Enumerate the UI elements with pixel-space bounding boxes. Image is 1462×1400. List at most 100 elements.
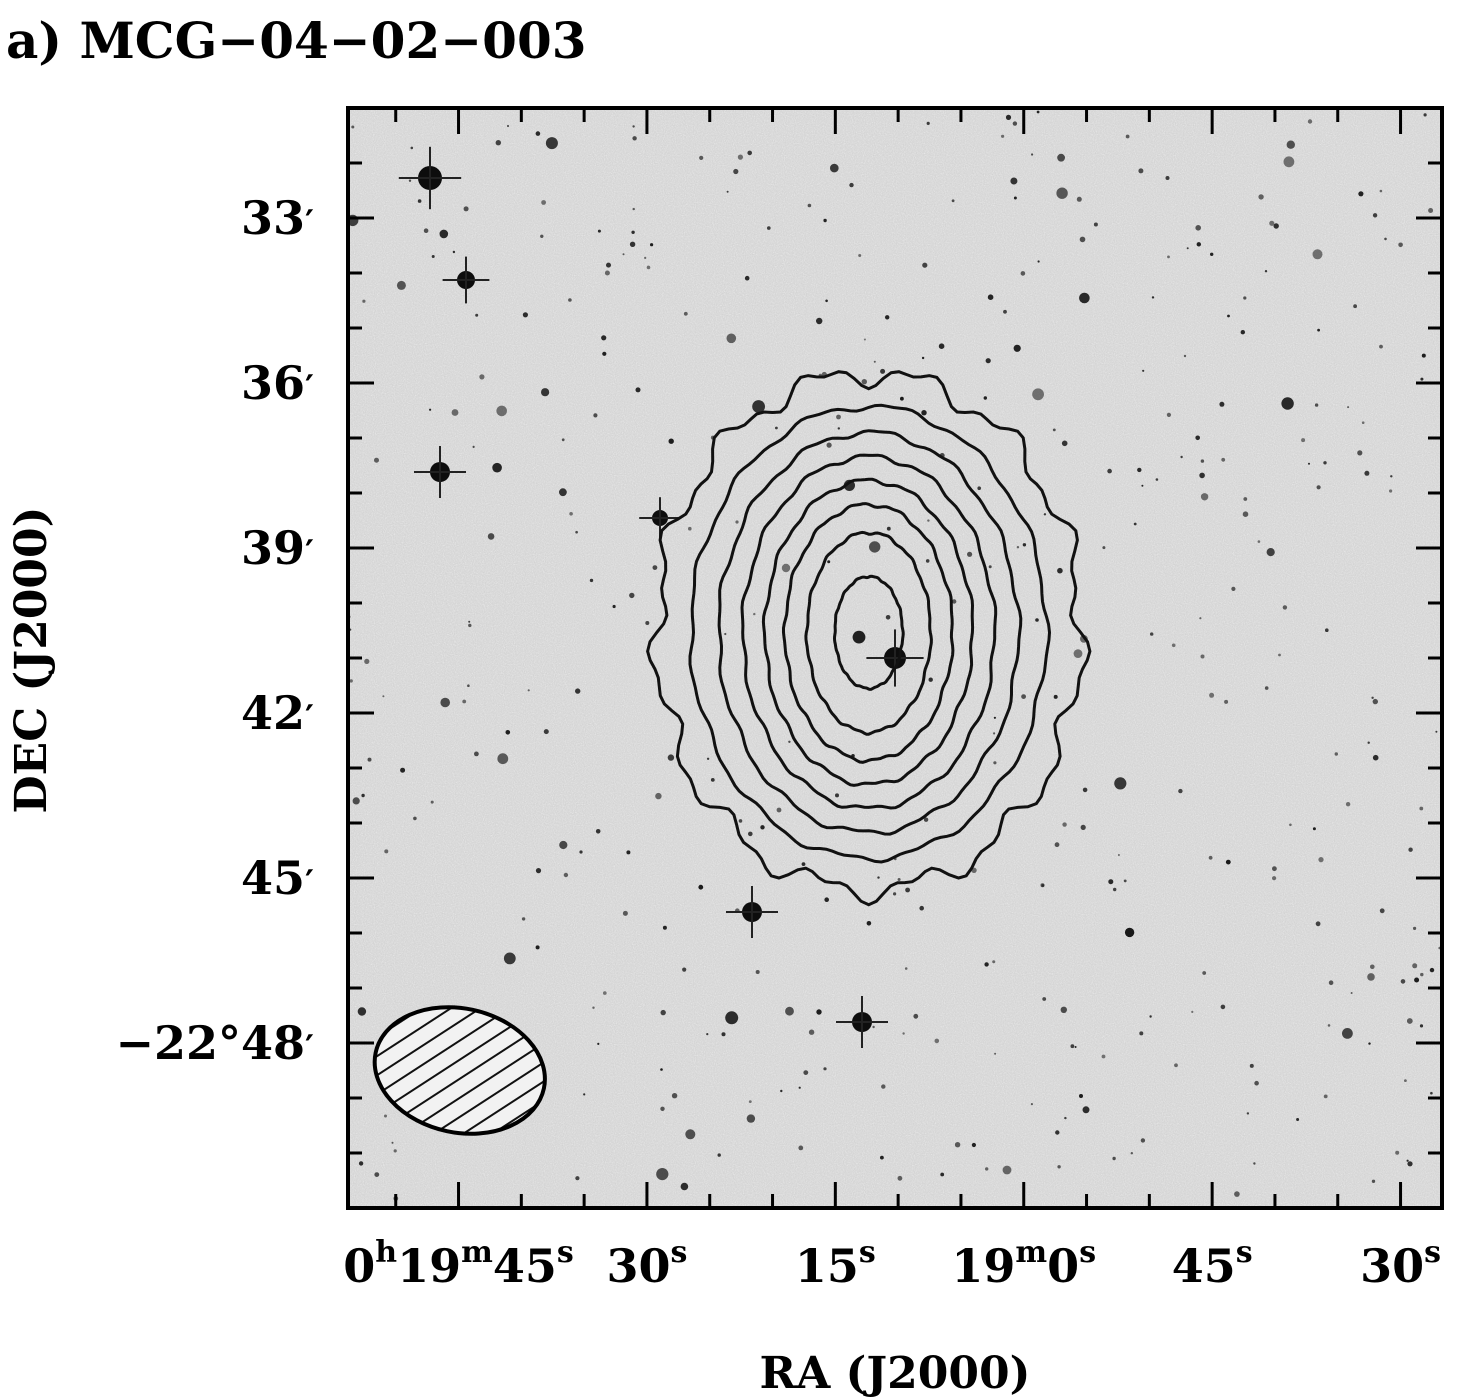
star — [1264, 270, 1268, 273]
star — [429, 408, 432, 411]
star — [1114, 777, 1127, 790]
star — [747, 150, 752, 156]
star — [873, 360, 876, 363]
star — [1020, 271, 1026, 276]
star — [1061, 440, 1068, 447]
star — [706, 757, 710, 760]
star — [721, 1032, 726, 1037]
star — [430, 800, 434, 804]
star — [1221, 457, 1226, 462]
star — [527, 689, 530, 692]
y-tick-labels: 33′ 36′ 39′ 42′ 45′ −22°48′ — [115, 191, 314, 1070]
star — [1142, 369, 1145, 372]
star — [563, 872, 569, 878]
star — [1150, 632, 1154, 636]
star — [934, 1038, 940, 1044]
star — [748, 831, 753, 837]
star — [1082, 787, 1088, 793]
star — [667, 754, 675, 761]
x-tick-label: 0h19m45s — [343, 1235, 573, 1293]
star — [1225, 859, 1231, 865]
star — [1334, 752, 1339, 756]
star — [698, 884, 704, 890]
star — [1165, 176, 1170, 180]
star — [928, 677, 933, 682]
star — [785, 1006, 794, 1016]
star — [668, 438, 674, 444]
star — [357, 1007, 367, 1016]
star — [1130, 1152, 1134, 1155]
star — [597, 1042, 600, 1045]
star — [1420, 972, 1424, 977]
star — [1289, 823, 1292, 827]
star — [1209, 692, 1215, 698]
star — [1062, 822, 1067, 827]
star — [626, 850, 631, 855]
star — [1347, 406, 1350, 409]
star — [1043, 513, 1047, 516]
star — [872, 1025, 875, 1029]
star — [1407, 1161, 1413, 1167]
star — [652, 565, 658, 570]
star — [1202, 971, 1207, 975]
star — [1323, 1094, 1328, 1099]
star — [780, 1089, 783, 1093]
star — [1113, 887, 1117, 892]
star — [468, 623, 472, 628]
star — [535, 131, 541, 136]
star — [1022, 543, 1027, 547]
star — [1406, 1018, 1413, 1024]
star — [823, 218, 827, 223]
star — [1057, 1165, 1061, 1169]
star — [1137, 467, 1142, 473]
contour-level — [761, 477, 975, 787]
star — [1219, 401, 1225, 407]
star — [1112, 1156, 1116, 1161]
star — [1421, 353, 1426, 358]
star — [994, 1052, 997, 1055]
star — [824, 897, 829, 902]
star — [367, 757, 372, 762]
star — [1016, 546, 1020, 549]
star — [1413, 926, 1417, 931]
star — [382, 695, 385, 698]
star — [927, 519, 930, 522]
star — [738, 819, 743, 823]
star — [1283, 156, 1295, 168]
star — [897, 878, 901, 881]
star — [737, 154, 744, 160]
star — [923, 817, 929, 822]
star — [1031, 153, 1034, 156]
star — [635, 387, 641, 393]
star — [1200, 493, 1209, 501]
star — [507, 125, 509, 127]
star — [1269, 220, 1275, 226]
star — [913, 1013, 919, 1019]
star — [1278, 653, 1281, 657]
star — [993, 761, 997, 765]
star — [1079, 292, 1090, 304]
contour-set — [646, 370, 1092, 907]
contour-level — [832, 574, 905, 691]
star — [1037, 260, 1040, 263]
star — [685, 1129, 696, 1140]
star — [985, 1167, 989, 1171]
star — [521, 917, 526, 921]
star — [993, 732, 996, 735]
star — [1423, 113, 1427, 117]
star — [1249, 1063, 1254, 1068]
star — [1379, 189, 1383, 193]
star — [1052, 428, 1056, 432]
star — [589, 578, 594, 583]
star — [575, 530, 578, 534]
star — [656, 1168, 669, 1181]
star — [682, 967, 687, 972]
star — [748, 1100, 752, 1103]
star — [1055, 1130, 1060, 1135]
star — [650, 243, 654, 247]
star — [349, 679, 353, 683]
star — [535, 945, 540, 950]
star — [992, 960, 996, 964]
star — [1342, 1028, 1353, 1039]
star — [753, 612, 756, 616]
